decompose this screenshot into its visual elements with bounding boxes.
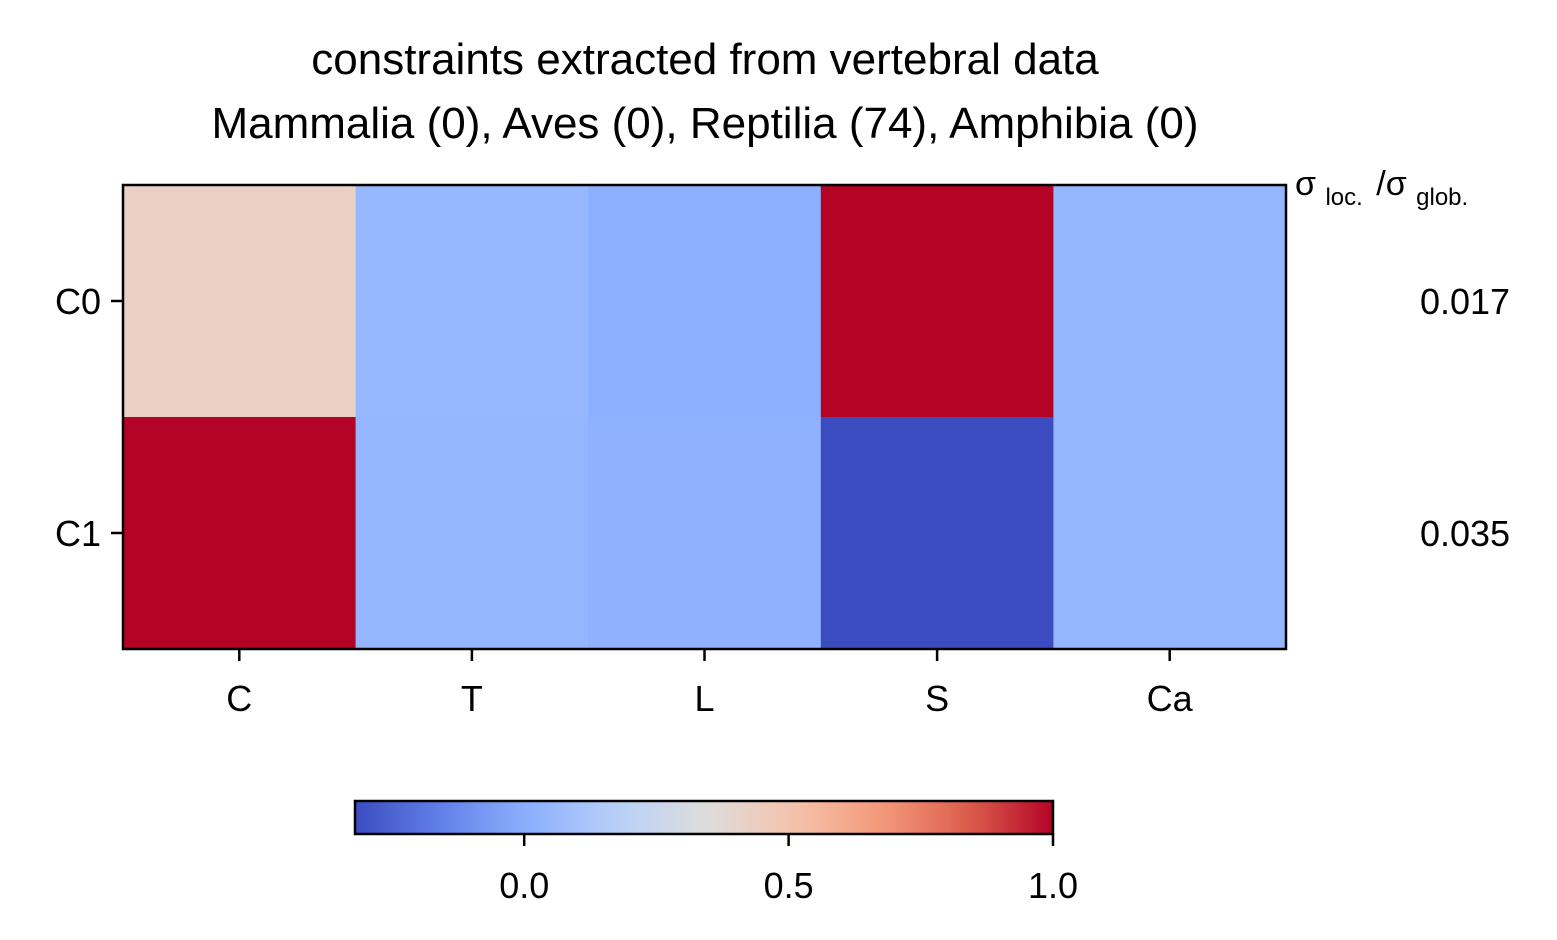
chart-title-line-1: constraints extracted from vertebral dat…	[311, 35, 1099, 84]
colorbar-tick-label: 0.5	[764, 865, 814, 906]
heatmap-cell-C1-L	[588, 417, 822, 650]
heatmap-cell-C1-T	[355, 417, 589, 650]
right-value-C0: 0.017	[1420, 281, 1510, 322]
right-header-glob-sub: glob.	[1416, 184, 1468, 211]
colorbar-tick-label: 1.0	[1028, 865, 1078, 906]
right-values: 0.017 0.035	[1420, 281, 1510, 554]
heatmap-cells	[123, 185, 1287, 650]
colorbar	[353, 799, 1055, 836]
heatmap-cell-C0-C	[123, 185, 357, 418]
heatmap-cell-C0-Ca	[1053, 185, 1287, 418]
right-header-slash: /σ	[1376, 165, 1406, 203]
heatmap-cell-C1-C	[123, 417, 357, 650]
y-axis-ticks: C0 C1	[55, 281, 123, 554]
right-header-sigma: σ	[1295, 165, 1316, 203]
heatmap-cell-C1-Ca	[1053, 417, 1287, 650]
y-tick-label-C1: C1	[55, 513, 101, 554]
x-axis-ticks: C T L S Ca	[226, 649, 1194, 719]
right-header: σ loc. /σ glob.	[1295, 165, 1468, 213]
right-value-C1: 0.035	[1420, 513, 1510, 554]
x-tick-label-C: C	[226, 678, 252, 719]
x-tick-label-L: L	[694, 678, 714, 719]
heatmap-cell-C0-L	[588, 185, 822, 418]
y-tick-label-C0: C0	[55, 281, 101, 322]
heatmap-cell-C1-S	[820, 417, 1054, 650]
colorbar-tick-label: 0.0	[499, 865, 549, 906]
chart-title-line-2: Mammalia (0), Aves (0), Reptilia (74), A…	[211, 99, 1198, 148]
heatmap-cell-C0-T	[355, 185, 589, 418]
x-tick-label-S: S	[925, 678, 949, 719]
colorbar-ticks: 0.0 0.5 1.0	[499, 834, 1078, 906]
heatmap-cell-C0-S	[820, 185, 1054, 418]
x-tick-label-Ca: Ca	[1147, 678, 1194, 719]
right-header-loc-sub: loc.	[1325, 184, 1362, 211]
x-tick-label-T: T	[461, 678, 483, 719]
